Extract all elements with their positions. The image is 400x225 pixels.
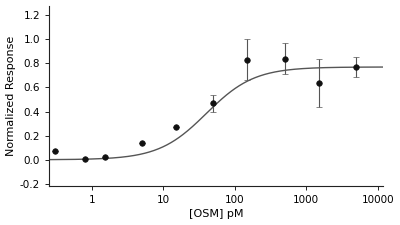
X-axis label: [OSM] pM: [OSM] pM (189, 209, 244, 219)
Y-axis label: Normalized Response: Normalized Response (6, 36, 16, 156)
